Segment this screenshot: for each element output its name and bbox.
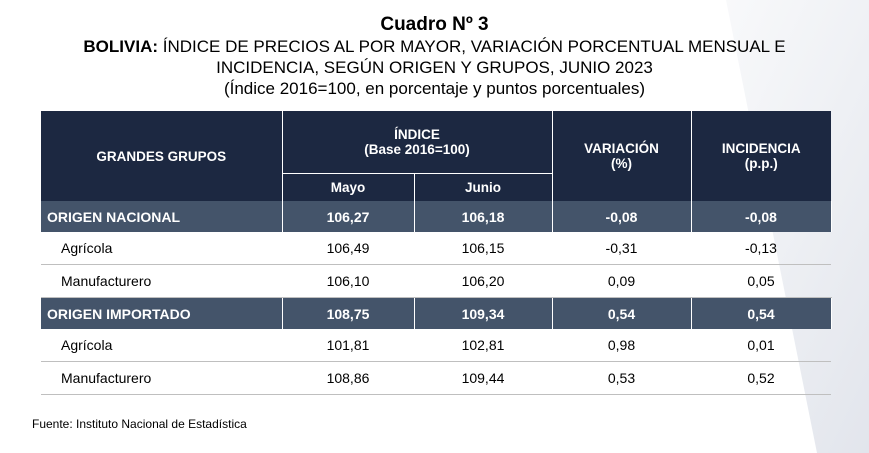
source-note: Fuente: Instituto Nacional de Estadístic…: [32, 417, 247, 431]
cell-variation: 0,53: [552, 361, 691, 395]
cell-may: 106,49: [282, 232, 414, 265]
cell-june: 102,81: [414, 329, 552, 362]
cell-june: 106,15: [414, 232, 552, 265]
row-label: ORIGEN NACIONAL: [41, 201, 283, 232]
table-row-origen-nacional: ORIGEN NACIONAL 106,27 106,18 -0,08 -0,0…: [41, 201, 832, 232]
table-row: Agrícola 106,49 106,15 -0,31 -0,13: [41, 232, 831, 265]
header-index-base: (Base 2016=100): [364, 141, 470, 157]
header-index-title: ÍNDICE: [394, 126, 440, 142]
header-variation-unit: (%): [611, 156, 632, 171]
cell-variation: 0,98: [552, 329, 691, 362]
header-variation-title: VARIACIÓN: [584, 141, 659, 156]
header-incidence-title: INCIDENCIA: [721, 141, 801, 156]
cell-incidence: 0,54: [691, 297, 832, 329]
title-text-1: ÍNDICE DE PRECIOS AL POR MAYOR, VARIACIÓ…: [158, 37, 786, 56]
cell-variation: 0,54: [552, 297, 692, 329]
cell-may: 101,81: [282, 329, 414, 362]
cell-june: 106,18: [414, 201, 553, 232]
cell-may: 106,10: [282, 264, 414, 298]
country-label: BOLIVIA:: [83, 37, 159, 56]
table-row: Agrícola 101,81 102,81 0,98 0,01: [41, 329, 831, 362]
table-row: Manufacturero 106,10 106,20 0,09 0,05: [41, 264, 831, 298]
cell-may: 106,27: [282, 201, 415, 232]
cell-june: 106,20: [414, 264, 552, 298]
row-label: Agrícola: [41, 329, 282, 362]
header-incidence: INCIDENCIA (p.p.): [691, 111, 831, 201]
cell-incidence: 0,01: [691, 329, 831, 362]
header-may: Mayo: [282, 172, 415, 201]
header-incidence-unit: (p.p.): [744, 156, 778, 171]
cell-june: 109,34: [414, 297, 553, 329]
price-index-table: GRANDES GRUPOS ÍNDICE (Base 2016=100) VA…: [41, 111, 832, 395]
row-label: Manufacturero: [41, 361, 282, 395]
cell-variation: 0,09: [552, 264, 691, 298]
cell-incidence: 0,52: [691, 361, 831, 395]
table-title-line1: BOLIVIA: ÍNDICE DE PRECIOS AL POR MAYOR,…: [0, 36, 869, 57]
cell-incidence: 0,05: [691, 264, 831, 298]
table-row: Manufacturero 108,86 109,44 0,53 0,52: [41, 361, 831, 395]
header-variation: VARIACIÓN (%): [552, 111, 692, 201]
table-number: Cuadro Nº 3: [380, 14, 489, 35]
row-label: ORIGEN IMPORTADO: [41, 297, 283, 329]
cell-variation: -0,08: [552, 201, 692, 232]
header-index: ÍNDICE (Base 2016=100): [282, 111, 553, 173]
cell-incidence: -0,13: [691, 232, 831, 265]
table-subtitle: (Índice 2016=100, en porcentaje y puntos…: [223, 79, 646, 98]
table-row-origen-importado: ORIGEN IMPORTADO 108,75 109,34 0,54 0,54: [41, 297, 832, 329]
row-label: Manufacturero: [41, 264, 282, 298]
cell-june: 109,44: [414, 361, 552, 395]
cell-incidence: -0,08: [691, 201, 832, 232]
header-groups: GRANDES GRUPOS: [41, 111, 283, 201]
header-june: Junio: [414, 172, 553, 201]
row-label: Agrícola: [41, 232, 282, 265]
table-title-line2: INCIDENCIA, SEGÚN ORIGEN Y GRUPOS, JUNIO…: [216, 58, 653, 77]
cell-may: 108,86: [282, 361, 414, 395]
title-block: Cuadro Nº 3 BOLIVIA: ÍNDICE DE PRECIOS A…: [0, 14, 869, 99]
cell-variation: -0,31: [552, 232, 691, 265]
cell-may: 108,75: [282, 297, 415, 329]
